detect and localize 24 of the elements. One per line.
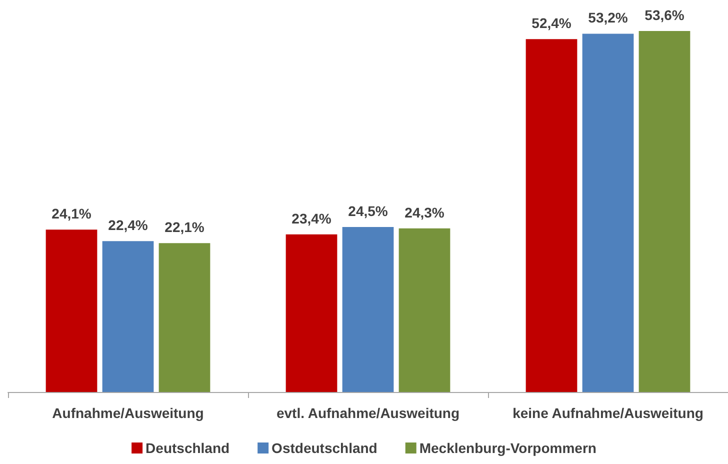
bar — [102, 241, 154, 392]
data-label: 53,2% — [588, 10, 628, 26]
bar — [526, 39, 578, 392]
data-label: 22,1% — [164, 219, 205, 236]
data-label: 53,6% — [644, 7, 685, 23]
legend-label: Mecklenburg-Vorpommern — [419, 440, 596, 456]
x-tick-label: Aufnahme/Ausweitung — [52, 405, 204, 421]
bar — [286, 234, 338, 392]
x-tick-label: evtl. Aufnahme/Ausweitung — [276, 405, 460, 421]
bar — [582, 34, 634, 392]
bar — [46, 230, 98, 392]
data-label: 23,4% — [292, 210, 332, 226]
data-label: 22,4% — [108, 217, 148, 234]
x-tick-label: keine Aufnahme/Ausweitung — [512, 405, 704, 421]
legend-label: Ostdeutschland — [272, 440, 378, 456]
legend-label: Deutschland — [146, 440, 230, 456]
data-label: 52,4% — [532, 15, 572, 32]
data-label: 24,5% — [348, 202, 388, 219]
bar — [342, 226, 394, 392]
bar — [638, 31, 690, 392]
data-label: 24,3% — [404, 204, 445, 220]
bar — [158, 243, 210, 392]
bar — [398, 228, 450, 392]
data-label: 24,1% — [52, 206, 92, 222]
